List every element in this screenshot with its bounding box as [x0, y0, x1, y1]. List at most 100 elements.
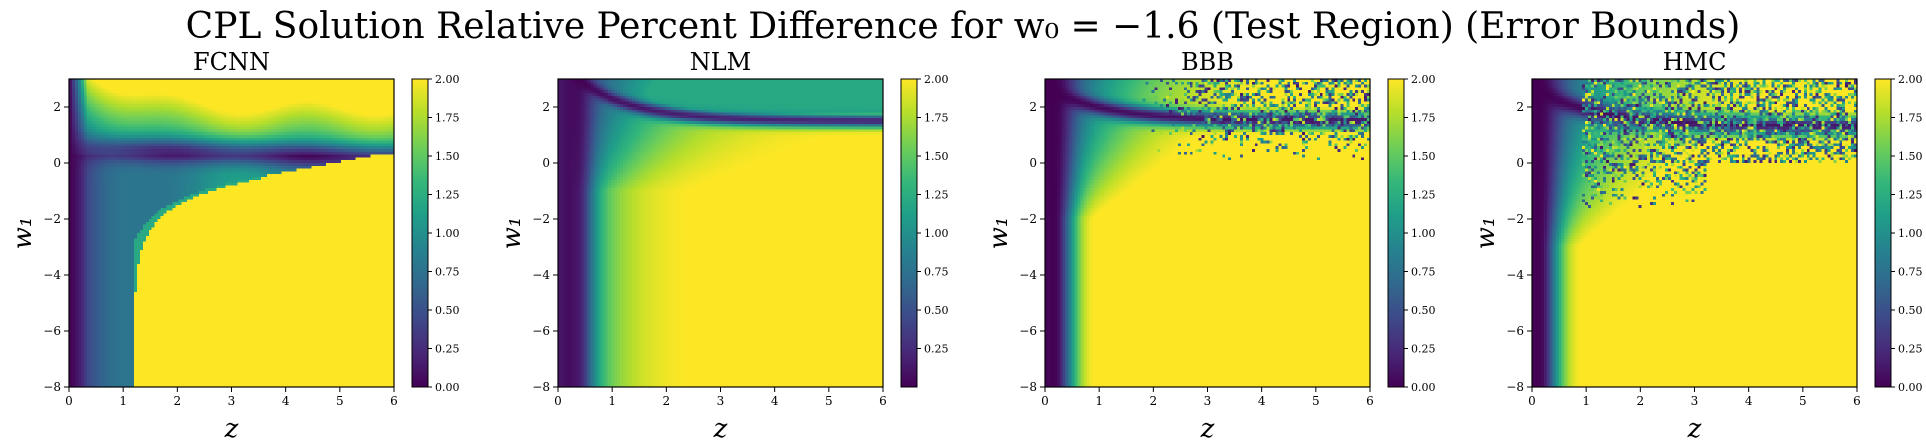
- colorbar-tick-label: 0.50: [1411, 304, 1436, 317]
- heatmap-fcnn: [69, 79, 394, 387]
- x-axis-label: z: [713, 414, 728, 444]
- colorbar-tick-label: 0.75: [435, 266, 460, 279]
- x-axis-label: z: [224, 414, 239, 444]
- colorbar: [411, 78, 429, 388]
- colorbar-tick-label: 0.25: [1411, 343, 1436, 356]
- y-tick-label: −6: [43, 324, 61, 338]
- colorbar-tick-label: 2.00: [924, 73, 949, 86]
- y-tick-label: 2: [53, 100, 61, 114]
- x-axis-label: z: [1687, 414, 1702, 444]
- colorbar: [1387, 78, 1405, 388]
- colorbar-tick-label: 0.50: [435, 304, 460, 317]
- y-tick-label: 0: [1029, 156, 1037, 170]
- x-tick-label: 4: [1745, 394, 1753, 408]
- panel-bbb: BBB 0 1 2 3 4 5 6 −8 −6 −4 −2 0 2 z w₁ 0.00 0.25 0.50 0.75 1…: [984, 48, 1436, 444]
- y-tick-label: −2: [1019, 212, 1037, 226]
- y-tick-label: 0: [1516, 156, 1524, 170]
- colorbar-tick-label: 1.75: [1898, 112, 1923, 125]
- colorbar-tick-label: 1.00: [1411, 227, 1436, 240]
- y-tick-label: −8: [43, 380, 61, 394]
- colorbar-tick-label: 1.50: [1411, 150, 1436, 163]
- x-tick-label: 6: [390, 394, 398, 408]
- colorbar-tick-label: 0.75: [924, 266, 949, 279]
- x-tick-label: 0: [65, 394, 73, 408]
- colorbar-tick-label: 1.50: [1898, 150, 1923, 163]
- colorbar-tick-label: 1.25: [924, 189, 949, 202]
- colorbar: [1874, 78, 1892, 388]
- colorbar-tick-label: 1.75: [1411, 112, 1436, 125]
- x-tick-label: 4: [1258, 394, 1266, 408]
- x-tick-label: 5: [825, 394, 833, 408]
- y-tick-label: −8: [1019, 380, 1037, 394]
- x-tick-label: 3: [1204, 394, 1212, 408]
- colorbar-tick-label: 1.25: [1898, 189, 1923, 202]
- panel-title: HMC: [1663, 48, 1727, 76]
- x-tick-label: 6: [879, 394, 887, 408]
- x-tick-label: 0: [1528, 394, 1536, 408]
- colorbar-tick-label: 0.00: [435, 381, 460, 394]
- colorbar-tick-label: 1.00: [924, 227, 949, 240]
- x-tick-label: 5: [336, 394, 344, 408]
- colorbar-tick-label: 0.50: [924, 304, 949, 317]
- heatmap-hmc: [1532, 79, 1857, 387]
- y-tick-label: 2: [542, 100, 550, 114]
- panel-title: NLM: [690, 48, 752, 76]
- x-tick-label: 3: [1691, 394, 1699, 408]
- colorbar-tick-label: 0.25: [924, 343, 949, 356]
- y-tick-label: 0: [53, 156, 61, 170]
- panel-fcnn: FCNN 0 1 2 3 4 5 6 −8 −6 −4 −2 0 2 z w₁ 0.00 0.25 0.50 0.75…: [8, 48, 460, 444]
- colorbar-tick-label: 2.00: [435, 73, 460, 86]
- y-axis-label: w₁: [984, 217, 1014, 250]
- x-tick-label: 3: [228, 394, 236, 408]
- colorbar-tick-label: 2.00: [1411, 73, 1436, 86]
- colorbar-tick-label: 1.00: [1898, 227, 1923, 240]
- x-tick-label: 1: [1582, 394, 1590, 408]
- x-tick-label: 2: [174, 394, 182, 408]
- colorbar: [900, 78, 918, 388]
- x-tick-label: 0: [1041, 394, 1049, 408]
- heatmap-nlm: [558, 79, 883, 387]
- y-tick-label: −4: [1019, 268, 1037, 282]
- heatmap-bbb: [1045, 79, 1370, 387]
- x-tick-label: 1: [119, 394, 127, 408]
- colorbar-tick-label: 2.00: [1898, 73, 1923, 86]
- colorbar-tick-label: 0.75: [1411, 266, 1436, 279]
- y-tick-label: −6: [1506, 324, 1524, 338]
- x-tick-label: 5: [1312, 394, 1320, 408]
- y-tick-label: −8: [532, 380, 550, 394]
- x-tick-label: 0: [554, 394, 562, 408]
- colorbar-tick-label: 0.00: [1411, 381, 1436, 394]
- colorbar-tick-label: 0.75: [1898, 266, 1923, 279]
- colorbar-tick-label: 1.75: [435, 112, 460, 125]
- x-tick-label: 4: [282, 394, 290, 408]
- y-tick-label: −2: [532, 212, 550, 226]
- x-axis-label: z: [1200, 414, 1215, 444]
- y-axis-label: w₁: [1471, 217, 1501, 250]
- panel-hmc: HMC 0 1 2 3 4 5 6 −8 −6 −4 −2 0 2 z w₁ 0.00 0.25 0.50 0.75 1…: [1471, 48, 1923, 444]
- y-axis-label: w₁: [8, 217, 38, 250]
- x-tick-label: 4: [771, 394, 779, 408]
- colorbar-tick-label: 0.50: [1898, 304, 1923, 317]
- x-tick-label: 1: [1095, 394, 1103, 408]
- colorbar-tick-label: 1.50: [435, 150, 460, 163]
- y-tick-label: 0: [542, 156, 550, 170]
- panel-title: FCNN: [193, 48, 270, 76]
- y-tick-label: −8: [1506, 380, 1524, 394]
- x-tick-label: 6: [1853, 394, 1861, 408]
- x-tick-label: 3: [717, 394, 725, 408]
- colorbar-tick-label: 1.25: [1411, 189, 1436, 202]
- panels: FCNN 0 1 2 3 4 5 6 −8 −6 −4 −2 0 2 z w₁ 0.00 0.25 0.50 0.75…: [8, 48, 1923, 444]
- colorbar-tick-label: 1.75: [924, 112, 949, 125]
- x-tick-label: 5: [1799, 394, 1807, 408]
- colorbar-tick-label: 0.00: [1898, 381, 1923, 394]
- y-tick-label: −4: [1506, 268, 1524, 282]
- y-tick-label: −2: [43, 212, 61, 226]
- y-tick-label: −6: [532, 324, 550, 338]
- y-tick-label: −6: [1019, 324, 1037, 338]
- colorbar-tick-label: 1.50: [924, 150, 949, 163]
- y-tick-label: −4: [43, 268, 61, 282]
- panel-nlm: NLM 0 1 2 3 4 5 6 −8 −6 −4 −2 0 2 z w₁ 0.25 0.50 0.75 1.00 1…: [497, 48, 949, 444]
- colorbar-tick-label: 0.25: [435, 343, 460, 356]
- x-tick-label: 6: [1366, 394, 1374, 408]
